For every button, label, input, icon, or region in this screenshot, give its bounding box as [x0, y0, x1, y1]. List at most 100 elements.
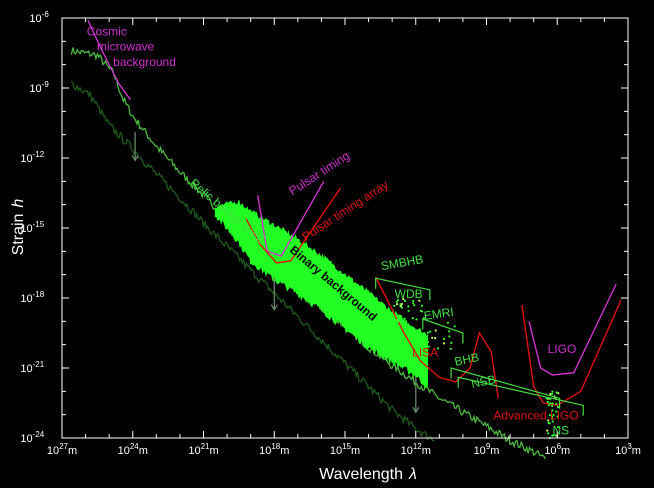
bracket-nsb [457, 376, 584, 416]
ns-points-point [555, 410, 558, 413]
emri-points-point [436, 347, 440, 350]
ns-points-point [549, 392, 552, 396]
x-tick-label: 1012m [401, 442, 431, 457]
emri-points-point [446, 321, 449, 324]
x-axis-symbol: λ [408, 466, 417, 483]
ns-points-point [547, 419, 550, 422]
ns-points-point [551, 415, 554, 418]
emri-points-point [442, 342, 446, 345]
ns-points-point [551, 404, 554, 408]
label-microwave: microwave [97, 40, 155, 54]
label-wdb: WDB [395, 287, 423, 301]
series-pulsar-timing [257, 180, 325, 257]
series-cosmic-microwave-background [87, 20, 131, 101]
y-tick-label: 10-6 [29, 10, 49, 25]
wdb-points-point [407, 309, 410, 312]
wdb-points-point [400, 306, 404, 309]
wdb-points-point [413, 304, 416, 307]
ns-points-point [547, 432, 550, 435]
wdb-points-point [420, 304, 423, 307]
wdb-points-point [399, 305, 402, 308]
y-axis-title: Strain h [10, 199, 27, 256]
wdb-points-point [403, 317, 406, 320]
ns-points-point [548, 414, 552, 417]
ns-points-point [551, 390, 554, 393]
emri-points-point [429, 330, 432, 333]
ns-points-point [557, 392, 560, 395]
wdb-points-point [411, 317, 414, 320]
ns-points-point [555, 391, 558, 394]
series-lisa [375, 276, 499, 399]
y-tick-label: 10-21 [20, 360, 44, 375]
y-tick-label: 10-15 [20, 220, 44, 235]
emri-points-point [426, 340, 430, 343]
wdb-points-point [402, 298, 405, 301]
x-tick-label: 103m [615, 442, 641, 457]
emri-points-point [442, 337, 445, 340]
label-background: background [113, 55, 176, 69]
x-axis-title: Wavelength λ [319, 466, 417, 483]
ns-points-point [546, 429, 549, 432]
emri-points-point [448, 335, 451, 338]
bracket-emri [422, 318, 464, 344]
ns-points-point [555, 402, 558, 405]
emri-points-point [450, 341, 453, 344]
emri-points-point [434, 329, 437, 332]
ns-points-point [552, 413, 555, 416]
ns-points-point [551, 417, 554, 420]
wdb-points-point [415, 318, 418, 321]
wdb-points-point [407, 305, 410, 308]
wdb-points-point [400, 302, 404, 306]
wdb-points-point [412, 299, 415, 303]
label-emri: EMRI [423, 305, 455, 323]
y-tick-label: 10-12 [20, 150, 44, 165]
y-axis-label: Strain [10, 214, 27, 256]
ns-points-point [551, 409, 554, 412]
ns-points-point [550, 392, 554, 396]
down-arrow-1 [131, 132, 139, 162]
wdb-points-point [397, 299, 400, 302]
plot-area [70, 20, 622, 460]
y-tick-label: 10-9 [29, 80, 49, 95]
emri-points-point [434, 337, 437, 340]
x-tick-label: 1024m [118, 442, 148, 457]
wdb-points-point [400, 315, 403, 318]
series-pulsar-timing-array [245, 187, 341, 264]
ns-points-point [548, 422, 551, 425]
label-nsb: NSB [470, 372, 497, 391]
y-tick-label: 10-24 [20, 430, 44, 445]
label-ns: NS [552, 424, 569, 438]
x-tick-label: 109m [474, 442, 500, 457]
series-relic-background-lower [70, 81, 435, 442]
label-bhb: BHB [453, 350, 480, 369]
wdb-points-point [403, 299, 407, 302]
ns-points-point [556, 405, 560, 409]
ns-points-point [547, 404, 550, 407]
axes: 1027m 1024m 1021m 1018m 1015m 1012m 109m 106m 10… [20, 10, 641, 457]
down-arrow-3 [412, 377, 420, 414]
wdb-points-point [396, 315, 399, 318]
ns-points-point [551, 420, 554, 423]
wdb-points-point [412, 302, 415, 305]
bracket-bhb [450, 367, 561, 409]
wdb-points-point [395, 303, 399, 306]
emri-points-point [448, 330, 451, 333]
x-tick-label: 1018m [259, 442, 289, 457]
series-ligo [528, 283, 617, 376]
label-ligo: LIGO [548, 342, 577, 356]
wdb-points-point [395, 300, 398, 303]
wdb-points-point [397, 320, 400, 323]
emri-points-point [449, 347, 452, 350]
ns-points-point [556, 426, 560, 429]
y-tick-label: 10-18 [20, 290, 44, 305]
label-cosmic: Cosmic [87, 25, 127, 39]
ns-points-point [549, 402, 552, 405]
ns-points-point [551, 402, 554, 405]
wdb-points-point [420, 310, 424, 313]
wdb-points-point [418, 299, 421, 302]
emri-points-point [426, 331, 429, 334]
y-axis-symbol: h [10, 199, 27, 208]
emri-points-point [453, 325, 456, 328]
